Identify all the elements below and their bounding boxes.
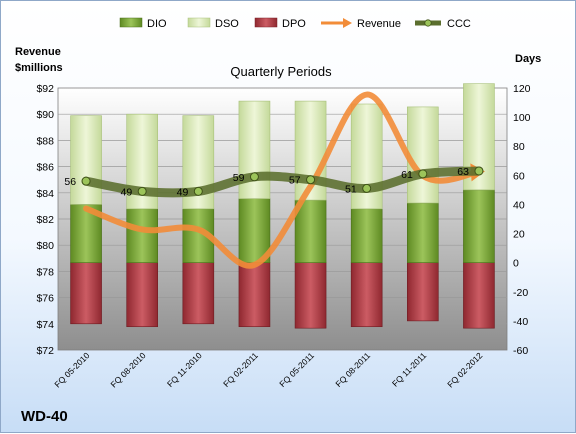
bar-dso [407, 106, 439, 204]
x-axis-tick-label: FQ 08-2011 [333, 350, 372, 389]
ccc-data-label: 51 [345, 183, 357, 195]
bar-dio [126, 208, 158, 263]
right-axis-tick-label: 80 [513, 141, 525, 153]
chart-title: Quarterly Periods [230, 64, 332, 79]
legend-label-dio: DIO [147, 18, 167, 30]
bar-dpo [294, 262, 327, 329]
x-axis-tick-label: FQ 05-2010 [52, 350, 91, 389]
left-axis-tick-label: $86 [36, 162, 54, 174]
left-axis-tick-label: $78 [36, 266, 54, 278]
legend-swatch-revenue [321, 18, 352, 28]
left-axis-tick-label: $74 [36, 319, 54, 331]
ccc-point [306, 175, 316, 185]
ccc-data-label: 59 [233, 172, 245, 184]
ccc-data-label: 49 [121, 186, 133, 198]
revenue-line [83, 91, 482, 269]
bar-dio [407, 202, 439, 263]
x-axis-tick-label: FQ 11-2010 [165, 350, 204, 389]
right-axis-tick-label: 40 [513, 199, 525, 211]
legend-label-dpo: DPO [282, 18, 306, 30]
ccc-data-label: 61 [401, 169, 413, 181]
left-axis-label-line2: $millions [15, 62, 63, 74]
legend-swatch-dso [187, 17, 211, 28]
ccc-data-label: 49 [177, 186, 189, 198]
data-labels: 56 49 49 59 57 51 61 63 [64, 166, 469, 198]
right-axis-tick-label: 60 [513, 170, 525, 182]
x-axis-tick-label: FQ 02-2011 [221, 350, 260, 389]
company-name: WD-40 [21, 408, 68, 425]
bar-dpo [407, 262, 439, 322]
right-axis-tick-label: 20 [513, 229, 525, 241]
bar-dio [294, 199, 327, 263]
x-axis-tick-label: FQ 11-2011 [390, 350, 428, 388]
left-axis-tick-label: $80 [36, 240, 54, 252]
right-axis-label: Days [515, 53, 541, 65]
bar-dso [70, 115, 102, 205]
x-axis-tick-label: FQ 08-2010 [108, 350, 147, 389]
ccc-data-label: 56 [64, 176, 76, 188]
right-axis-tick-label: -40 [513, 316, 528, 328]
ccc-data-label: 63 [457, 166, 469, 178]
left-axis-tick-label: $84 [36, 188, 54, 200]
right-axis-tick-label: -20 [513, 287, 528, 299]
left-axis-tick-label: $90 [36, 109, 54, 121]
right-axis-tick-label: -60 [513, 345, 528, 357]
right-axis-tick-label: 100 [513, 112, 531, 124]
legend-swatch-dio [119, 17, 143, 28]
right-axis-tick-label: 0 [513, 258, 519, 270]
legend: DIO DSO DPO Revenue CCC [119, 17, 471, 30]
x-axis-tick-label: FQ 05-2011 [277, 350, 316, 389]
ccc-point [193, 186, 203, 196]
bar-dio [350, 208, 383, 263]
ccc-point [137, 186, 147, 196]
lines [81, 91, 485, 269]
legend-swatch-dpo [254, 17, 278, 28]
left-axis-tick-label: $72 [36, 345, 54, 357]
ccc-point [418, 169, 428, 179]
left-axis-tick-label: $88 [36, 135, 54, 147]
legend-swatch-ccc [415, 19, 441, 27]
legend-label-revenue: Revenue [357, 18, 401, 30]
bar-dpo [126, 262, 158, 328]
ccc-point [249, 172, 259, 182]
ccc-point [81, 176, 91, 186]
legend-label-ccc: CCC [447, 18, 471, 30]
left-axis-label-line1: Revenue [15, 46, 61, 58]
bar-dso [238, 100, 271, 199]
right-axis-tick-label: 120 [513, 83, 531, 95]
bar-dpo [350, 262, 383, 328]
bar-dpo [70, 262, 102, 325]
bar-dpo [238, 262, 271, 328]
left-axis-tick-label: $76 [36, 293, 54, 305]
legend-label-dso: DSO [215, 18, 239, 30]
ccc-point [474, 166, 484, 176]
bar-dpo [182, 262, 215, 325]
ccc-point [362, 183, 372, 193]
bar-dio [463, 189, 495, 263]
ccc-line [81, 166, 484, 198]
left-axis-tick-label: $82 [36, 214, 54, 226]
left-axis-tick-label: $92 [36, 83, 54, 95]
x-axis-tick-label: FQ 02-2012 [445, 350, 484, 389]
bar-dpo [463, 262, 495, 329]
ccc-data-label: 57 [289, 175, 301, 187]
